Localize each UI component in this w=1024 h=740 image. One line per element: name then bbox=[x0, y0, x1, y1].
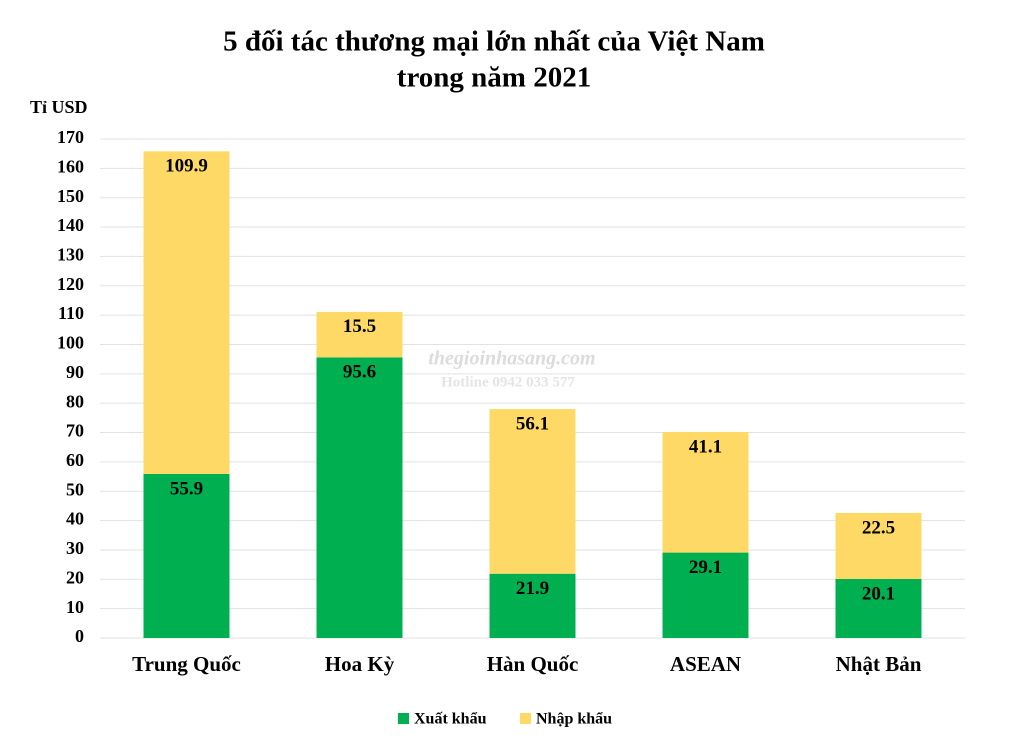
value-label: 15.5 bbox=[343, 316, 376, 337]
y-tick-label: 70 bbox=[66, 421, 84, 441]
value-label: 22.5 bbox=[862, 517, 895, 538]
value-label: 21.9 bbox=[516, 578, 549, 599]
y-axis-label: Tỉ USD bbox=[30, 97, 88, 117]
y-tick-label: 60 bbox=[66, 450, 84, 470]
bar-segment bbox=[835, 579, 922, 638]
y-tick-label: 30 bbox=[66, 538, 84, 558]
y-tick-label: 170 bbox=[57, 127, 84, 147]
y-tick-label: 110 bbox=[58, 303, 84, 323]
value-label: 20.1 bbox=[862, 583, 895, 604]
value-label: 29.1 bbox=[689, 557, 722, 578]
y-tick-label: 0 bbox=[75, 626, 84, 646]
y-tick-label: 100 bbox=[57, 333, 84, 353]
y-tick-label: 90 bbox=[66, 362, 84, 382]
y-tick-label: 20 bbox=[66, 567, 84, 587]
watermark: Hotline 0942 033 577 bbox=[441, 374, 575, 390]
bar-segment bbox=[143, 473, 230, 638]
value-label: 95.6 bbox=[343, 362, 376, 383]
y-tick-label: 40 bbox=[66, 509, 84, 529]
bar-segment bbox=[143, 151, 230, 474]
value-label: 55.9 bbox=[170, 478, 203, 499]
value-label: 41.1 bbox=[689, 436, 722, 457]
y-tick-label: 10 bbox=[66, 597, 84, 617]
y-tick-label: 120 bbox=[57, 274, 84, 294]
y-tick-label: 130 bbox=[57, 245, 84, 265]
legend-label: Nhập khẩu bbox=[536, 711, 612, 728]
chart-title: trong năm 2021 bbox=[397, 62, 591, 94]
bar-segment bbox=[316, 311, 403, 358]
y-tick-label: 80 bbox=[66, 391, 84, 411]
bar-segment bbox=[662, 431, 749, 553]
bar-segment bbox=[489, 409, 576, 574]
bar-segment bbox=[835, 512, 922, 580]
y-tick-label: 150 bbox=[57, 186, 84, 206]
x-tick-label: Hàn Quốc bbox=[487, 652, 579, 676]
x-tick-label: Trung Quốc bbox=[132, 652, 241, 676]
y-tick-label: 50 bbox=[66, 479, 84, 499]
bar-segment bbox=[316, 357, 403, 638]
bar-segment bbox=[662, 552, 749, 638]
value-label: 109.9 bbox=[165, 156, 208, 177]
x-tick-label: ASEAN bbox=[670, 652, 741, 676]
chart-title: 5 đối tác thương mại lớn nhất của Việt N… bbox=[223, 26, 765, 58]
legend-label: Xuất khẩu bbox=[414, 711, 487, 728]
x-tick-label: Nhật Bản bbox=[836, 652, 922, 676]
value-label: 56.1 bbox=[516, 413, 549, 434]
legend-swatch bbox=[398, 713, 409, 724]
bar-segment bbox=[489, 573, 576, 638]
watermark: thegioinhasang.com bbox=[428, 348, 595, 370]
legend-swatch bbox=[520, 713, 531, 724]
y-tick-label: 160 bbox=[57, 156, 84, 176]
y-tick-label: 140 bbox=[57, 215, 84, 235]
x-tick-label: Hoa Kỳ bbox=[325, 652, 395, 676]
